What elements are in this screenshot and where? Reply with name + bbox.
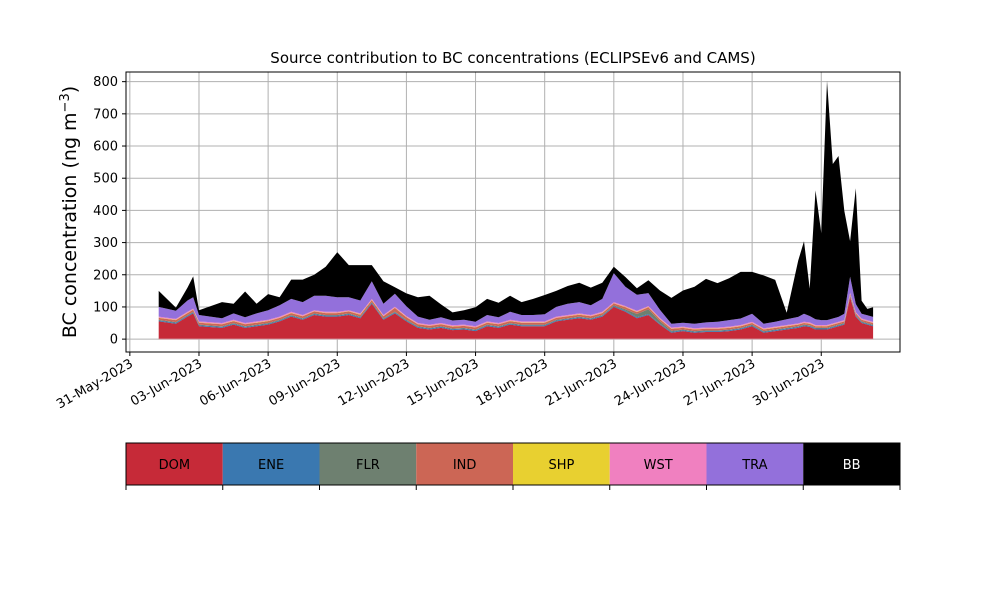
y-tick-label: 500 — [93, 172, 118, 187]
y-axis-ticks: 0 100 200 300 400 500 600 700 800 — [93, 75, 126, 348]
y-tick-label: 100 — [93, 300, 118, 315]
chart-title: Source contribution to BC concentrations… — [270, 49, 755, 67]
y-tick-label: 200 — [93, 268, 118, 283]
y-axis-label-main: BC concentration (ng m — [59, 112, 81, 338]
legend-swatch-shp — [513, 443, 610, 485]
source-legend: DOM ENE FLR IND SHP WST TRA BB — [125, 442, 901, 490]
area-ene — [158, 296, 874, 333]
legend-label-bb: BB — [843, 458, 861, 473]
legend-label-shp: SHP — [548, 458, 574, 473]
y-axis-label: BC concentration (ng m−3) — [58, 86, 81, 338]
legend-swatch-flr — [319, 443, 417, 485]
legend-label-dom: DOM — [159, 458, 190, 473]
area-flr — [158, 295, 874, 332]
legend-swatch-ene — [222, 443, 320, 485]
legend-label-flr: FLR — [356, 458, 380, 473]
legend-swatch-dom — [126, 443, 223, 485]
area-tra — [158, 273, 874, 329]
y-tick-label: 700 — [93, 107, 118, 122]
y-tick-label: 300 — [93, 236, 118, 251]
area-bb — [158, 80, 874, 324]
legend-swatch-bb — [803, 443, 900, 485]
area-dom — [158, 297, 874, 340]
y-tick-label: 400 — [93, 204, 118, 219]
y-tick-label: 800 — [93, 75, 118, 90]
plot-frame — [125, 71, 901, 353]
y-axis-label-superscript: −3 — [58, 93, 73, 112]
legend-label-ind: IND — [453, 458, 477, 473]
legend-label-ene: ENE — [258, 458, 284, 473]
legend-label-wst: WST — [644, 458, 673, 473]
legend-label-tra: TRA — [741, 458, 767, 473]
y-axis-label-close: ) — [59, 86, 81, 93]
legend-swatch-tra — [706, 443, 804, 485]
legend-swatch-ind — [416, 443, 513, 485]
y-tick-label: 0 — [110, 333, 118, 348]
legend-swatch-wst — [609, 443, 707, 485]
area-ind — [158, 294, 874, 332]
stacked-areas — [158, 80, 874, 340]
y-tick-label: 600 — [93, 140, 118, 155]
